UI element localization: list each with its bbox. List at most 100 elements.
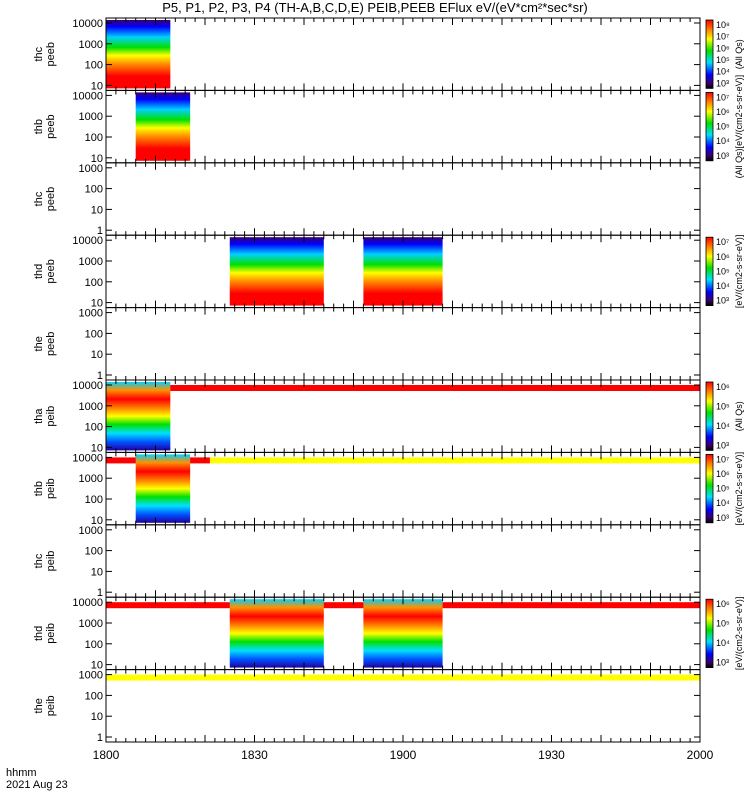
y-tick-label: 10 xyxy=(91,153,103,165)
y-tick-label: 10 xyxy=(91,711,103,723)
y-tick-label: 10 xyxy=(91,298,103,310)
y-axis-label: thapeib xyxy=(33,406,57,427)
panel-thb-peib: 10000 1000 100 10 thbpeib 10⁷ 10⁶ 10⁵ 10⁴ 10³ [eV/… xyxy=(33,452,744,527)
status-bar xyxy=(106,674,700,681)
colorbar xyxy=(705,598,714,669)
panel-frame xyxy=(105,89,701,164)
panel-thd-peeb: 10000 1000 100 10 thdpeeb 10⁷ 10⁶ 10⁵ 10⁴ 10³ [eV/… xyxy=(33,235,744,310)
panel-tha-peib: 10000 1000 100 10 thapeib 10⁶ 10⁵ 10⁴ 10³ (All Qs… xyxy=(33,379,744,464)
y-tick-label: 1 xyxy=(97,370,103,382)
colorbar-tick-label: 10³ xyxy=(716,296,729,306)
colorbar-tick-label: 10⁷ xyxy=(716,92,729,102)
panel-thb-peeb: 10000 1000 100 10 thbpeeb 10⁷ 10⁶ 10⁵ 10⁴ 10³ (All… xyxy=(33,75,744,179)
spectrogram-block xyxy=(135,92,191,161)
y-tick-label: 1000 xyxy=(79,401,103,413)
colorbar-tick-label: 10⁷ xyxy=(716,32,729,42)
page-title: P5, P1, P2, P3, P4 (TH-A,B,C,D,E) PEIB,P… xyxy=(162,0,588,15)
panel-frame xyxy=(105,17,701,91)
y-tick-label: 1000 xyxy=(79,670,103,682)
y-tick-label: 100 xyxy=(85,132,103,144)
colorbar-title: [eV/(cm2-s-sr-eV)] xyxy=(734,235,744,309)
panel-the-peeb: 1000 100 10 1 thepeeb xyxy=(33,307,701,391)
colorbar-tick-label: 10⁸ xyxy=(716,20,730,30)
panel-frame xyxy=(105,524,701,598)
colorbar-tick-label: 10³ xyxy=(716,440,729,450)
spectrogram-block xyxy=(106,382,171,451)
y-axis-label: thcpeib xyxy=(33,551,57,572)
colorbar-tick-label: 10⁴ xyxy=(716,136,730,146)
colorbar-tick-label: 10⁶ xyxy=(716,599,730,609)
colorbar xyxy=(705,236,714,306)
panel-thd-peib: 10000 1000 100 10 thdpeib 10⁶ 10⁵ 10⁴ 10³ [eV/(cm… xyxy=(33,597,744,681)
y-tick-label: 1000 xyxy=(79,618,103,630)
spectrogram-block xyxy=(135,454,191,523)
y-axis-label: thdpeeb xyxy=(33,259,57,283)
colorbar-tick-label: 10⁷ xyxy=(716,454,729,464)
spectrogram-block xyxy=(106,20,171,89)
colorbar-tick-label: 10⁵ xyxy=(716,55,730,65)
colorbar xyxy=(705,19,714,89)
colorbar-tick-label: 10³ xyxy=(716,151,729,161)
colorbar-tick-label: 10⁶ xyxy=(716,382,730,392)
y-tick-label: 10 xyxy=(91,515,103,527)
colorbar xyxy=(705,92,714,162)
y-tick-label: 1000 xyxy=(79,163,103,175)
y-tick-label: 1 xyxy=(97,225,103,237)
y-tick-label: 1000 xyxy=(79,308,103,320)
colorbar-tick-label: 10⁴ xyxy=(716,638,730,648)
y-tick-label: 10 xyxy=(91,660,103,672)
x-tick-label: 1930 xyxy=(538,748,565,762)
colorbar-tick-label: 10⁴ xyxy=(716,498,730,508)
panel-frame xyxy=(105,162,701,236)
colorbar-title: [eV/(cm2-s-sr-eV)] xyxy=(734,597,744,671)
colorbar-tick-label: 10⁵ xyxy=(716,122,730,132)
y-tick-label: 10 xyxy=(91,204,103,216)
y-axis-label: thepeib xyxy=(33,695,57,716)
colorbar-title: (All Qs) xyxy=(734,39,744,69)
colorbar-tick-label: 10⁴ xyxy=(716,281,730,291)
colorbar-tick-label: 10⁵ xyxy=(716,401,730,411)
panel-thc-peib: 1000 100 10 1 thcpeib xyxy=(33,524,701,609)
x-tick-label: 1800 xyxy=(93,748,120,762)
y-tick-label: 10000 xyxy=(72,235,103,247)
y-axis-label: thbpeeb xyxy=(33,114,57,138)
colorbar-tick-label: 10⁴ xyxy=(716,421,730,431)
status-bar xyxy=(209,457,700,464)
spectrogram-block xyxy=(363,599,443,668)
colorbar-tick-label: 10³ xyxy=(716,658,729,668)
y-tick-label: 1 xyxy=(97,732,103,744)
y-tick-label: 1000 xyxy=(79,256,103,268)
y-tick-label: 10000 xyxy=(72,18,103,30)
colorbar xyxy=(705,453,714,524)
spectrogram-block xyxy=(363,237,443,306)
colorbar-title: (All Qs) xyxy=(734,401,744,431)
y-tick-label: 100 xyxy=(85,494,103,506)
x-tick-label: 2000 xyxy=(687,748,714,762)
y-tick-label: 1000 xyxy=(79,111,103,123)
y-axis-label: thcpeeb xyxy=(33,187,57,211)
y-axis-label: thdpeib xyxy=(33,623,57,644)
y-tick-label: 1000 xyxy=(79,39,103,51)
colorbar-title: (All Qs)[eV/(cm2-s-sr-eV)] xyxy=(734,75,744,179)
y-tick-label: 10 xyxy=(91,80,103,92)
y-tick-label: 100 xyxy=(85,184,103,196)
y-tick-label: 1 xyxy=(97,587,103,599)
y-tick-label: 10000 xyxy=(72,90,103,102)
y-tick-label: 100 xyxy=(85,277,103,289)
date-label: 2021 Aug 23 xyxy=(6,779,68,791)
colorbar-tick-label: 10⁶ xyxy=(716,252,730,262)
colorbar-title: [eV/(cm2-s-sr-eV)] xyxy=(734,452,744,526)
colorbar-tick-label: 10⁶ xyxy=(716,469,730,479)
panel-frame xyxy=(105,307,701,381)
colorbar-tick-label: 10⁶ xyxy=(716,43,730,53)
y-tick-label: 100 xyxy=(85,546,103,558)
y-tick-label: 1000 xyxy=(79,473,103,485)
y-tick-label: 100 xyxy=(85,60,103,72)
time-unit-label: hhmm xyxy=(6,767,37,779)
colorbar-tick-label: 10⁶ xyxy=(716,107,730,117)
y-tick-label: 10 xyxy=(91,349,103,361)
y-tick-label: 100 xyxy=(85,328,103,340)
y-tick-label: 100 xyxy=(85,690,103,702)
colorbar-tick-label: 10⁵ xyxy=(716,266,730,276)
